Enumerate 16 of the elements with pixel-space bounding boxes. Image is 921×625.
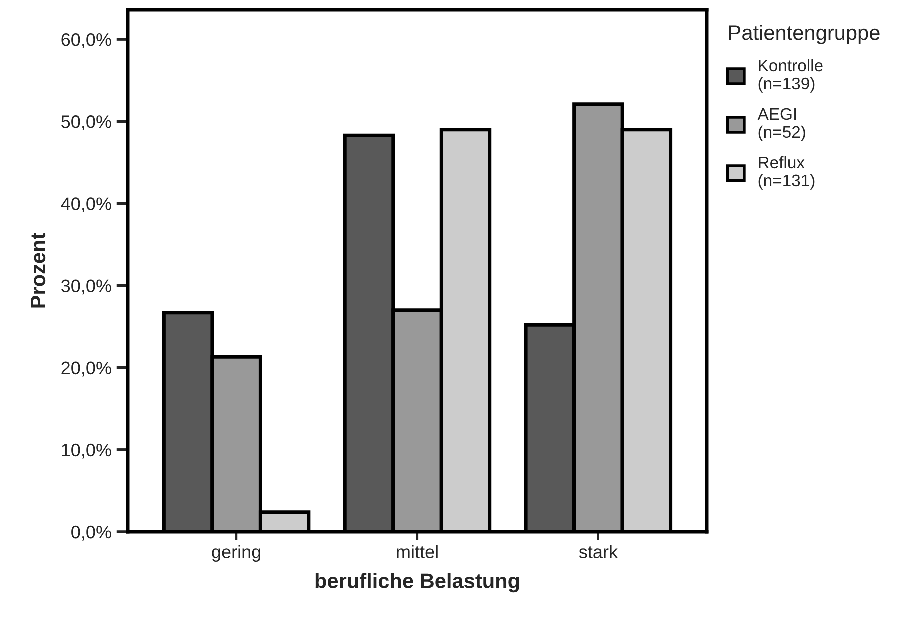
- x-tick-label: stark: [579, 545, 618, 558]
- legend-label: AEGI (n=52): [758, 108, 806, 142]
- y-axis-title: Prozent: [31, 233, 46, 308]
- legend-label: Reflux (n=131): [758, 156, 815, 190]
- y-tick-label: 20,0%: [62, 362, 112, 377]
- y-tick-label: 30,0%: [62, 280, 112, 295]
- legend-title: Patientengruppe: [730, 25, 880, 44]
- x-axis-title: berufliche Belastung: [316, 573, 520, 593]
- y-tick-label: 0,0%: [72, 526, 112, 541]
- y-tick-label: 60,0%: [62, 33, 112, 48]
- x-tick-label: gering: [212, 545, 260, 562]
- x-tick-label: mittel: [397, 545, 438, 558]
- y-tick-label: 40,0%: [61, 198, 112, 213]
- y-tick-label: 50,0%: [62, 116, 112, 130]
- legend-label: Kontrolle (n=139): [758, 59, 823, 93]
- y-tick-label: 10,0%: [62, 444, 112, 459]
